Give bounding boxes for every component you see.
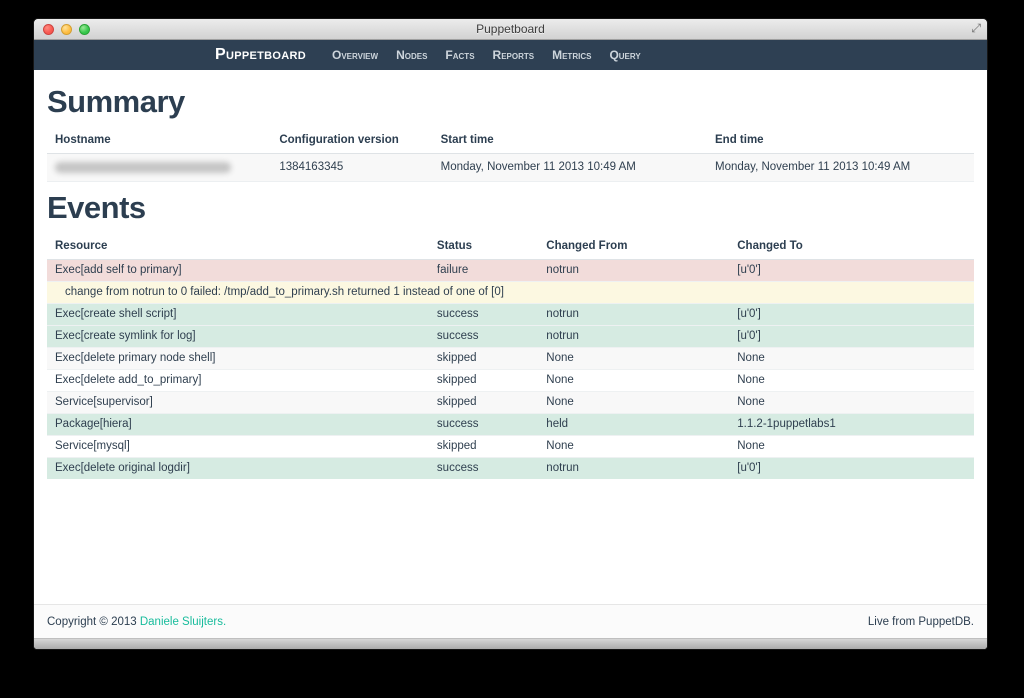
event-changed-to: [u'0'] [737,264,761,276]
event-resource: Exec[delete add_to_primary] [55,374,202,386]
hostname-redacted [55,161,231,173]
event-changed-to: [u'0'] [737,462,761,474]
close-button[interactable] [43,24,54,35]
event-status: skipped [436,396,477,408]
event-changed-from: None [546,352,574,364]
event-status: success [436,418,479,430]
summary-col-config-version: Configuration version [271,129,433,154]
nav-item-reports[interactable]: Reports [492,48,535,62]
nav-item-facts[interactable]: Facts [445,48,475,62]
copyright-text: Copyright © 2013 [47,615,140,628]
summary-header-row: Hostname Configuration version Start tim… [47,129,974,154]
author-link[interactable]: Daniele Sluijters. [139,615,227,628]
events-col-status: Status [428,235,539,260]
event-resource: Exec[add self to primary] [55,264,182,276]
summary-start-time: Monday, November 11 2013 10:49 AM [432,153,708,182]
summary-config-version: 1384163345 [271,153,433,182]
events-col-changed-to: Changed To [729,235,974,260]
event-status: success [436,462,479,474]
summary-col-hostname: Hostname [47,129,272,154]
event-resource: Package[hiera] [55,418,132,430]
nav-item-metrics[interactable]: Metrics [552,48,592,62]
event-resource: Exec[create symlink for log] [55,330,196,342]
event-changed-to: None [737,374,765,386]
event-row: Exec[create symlink for log] success notru… [47,325,974,348]
window-title: Puppetboard [476,22,545,36]
event-resource: Exec[delete original logdir] [55,462,190,474]
event-resource: Service[supervisor] [55,396,153,408]
event-status: skipped [436,352,477,364]
event-status: success [436,308,479,320]
event-status: success [436,330,479,342]
navbar: Puppetboard Overview Nodes Facts Reports… [34,40,987,70]
event-row: Exec[delete primary node shell] skipped No… [47,347,974,370]
footer: Copyright © 2013 Daniele Sluijters. Live… [34,604,987,638]
navbar-brand[interactable]: Puppetboard [215,46,306,63]
event-message: change from notrun to 0 failed: /tmp/add… [65,286,504,298]
fullscreen-icon[interactable]: ⤢ [971,21,981,35]
events-table-body: Exec[add self to primary] failure notrun [u… [47,259,974,479]
traffic-lights [43,24,90,35]
summary-heading: Summary [47,84,185,119]
window-titlebar[interactable]: Puppetboard ⤢ [34,19,987,40]
event-row: Service[supervisor] skipped None None [47,391,974,414]
event-resource: Service[mysql] [55,440,130,452]
summary-col-end-time: End time [707,129,974,154]
event-resource: Exec[delete primary node shell] [55,352,216,364]
minimize-button[interactable] [61,24,72,35]
event-status: skipped [436,374,477,386]
nav-item-overview[interactable]: Overview [331,48,379,62]
nav-item-nodes[interactable]: Nodes [396,48,428,62]
event-changed-from: held [546,418,569,430]
event-row: Exec[delete add_to_primary] skipped None No… [47,369,974,392]
event-changed-from: None [546,440,574,452]
event-changed-from: notrun [546,330,579,342]
event-changed-to: None [737,396,765,408]
event-changed-from: None [546,396,574,408]
event-resource: Exec[create shell script] [55,308,177,320]
window-bottom-edge[interactable] [34,638,987,649]
event-message-row: change from notrun to 0 failed: /tmp/add… [47,281,974,304]
events-header-row: Resource Status Changed From Changed To [47,235,974,260]
event-row: Exec[create shell script] success notrun [u… [47,303,974,326]
event-changed-to: [u'0'] [737,308,761,320]
event-row: Package[hiera] success held 1.1.2-1puppetla… [47,413,974,436]
event-changed-to: 1.1.2-1puppetlabs1 [737,418,836,430]
event-row: Exec[delete original logdir] success notru… [47,457,974,479]
event-row: Exec[add self to primary] failure notrun [u… [47,259,974,282]
app-window: Puppetboard ⤢ Puppetboard Overview Nodes… [33,18,988,650]
event-changed-from: notrun [546,462,579,474]
events-table: Resource Status Changed From Changed To … [47,235,974,479]
event-changed-from: notrun [546,264,579,276]
summary-col-start-time: Start time [432,129,708,154]
event-changed-from: notrun [546,308,579,320]
events-heading: Events [47,190,146,225]
event-changed-to: None [737,440,765,452]
zoom-button[interactable] [79,24,90,35]
event-status: skipped [436,440,477,452]
event-changed-to: None [737,352,765,364]
summary-end-time: Monday, November 11 2013 10:49 AM [707,153,974,182]
summary-row: 1384163345 Monday, November 11 2013 10:4… [47,153,974,182]
summary-table: Hostname Configuration version Start tim… [47,129,974,182]
footer-live-status: Live from PuppetDB. [867,615,974,628]
summary-hostname [47,153,272,182]
event-status: failure [436,264,469,276]
event-changed-to: [u'0'] [737,330,761,342]
nav-item-query[interactable]: Query [609,48,641,62]
main-content: Summary Hostname Configuration version S… [34,70,987,604]
events-col-changed-from: Changed From [538,235,730,260]
event-row: Service[mysql] skipped None None [47,435,974,458]
event-changed-from: None [546,374,574,386]
events-col-resource: Resource [47,235,429,260]
footer-copyright: Copyright © 2013 Daniele Sluijters. [47,616,226,628]
